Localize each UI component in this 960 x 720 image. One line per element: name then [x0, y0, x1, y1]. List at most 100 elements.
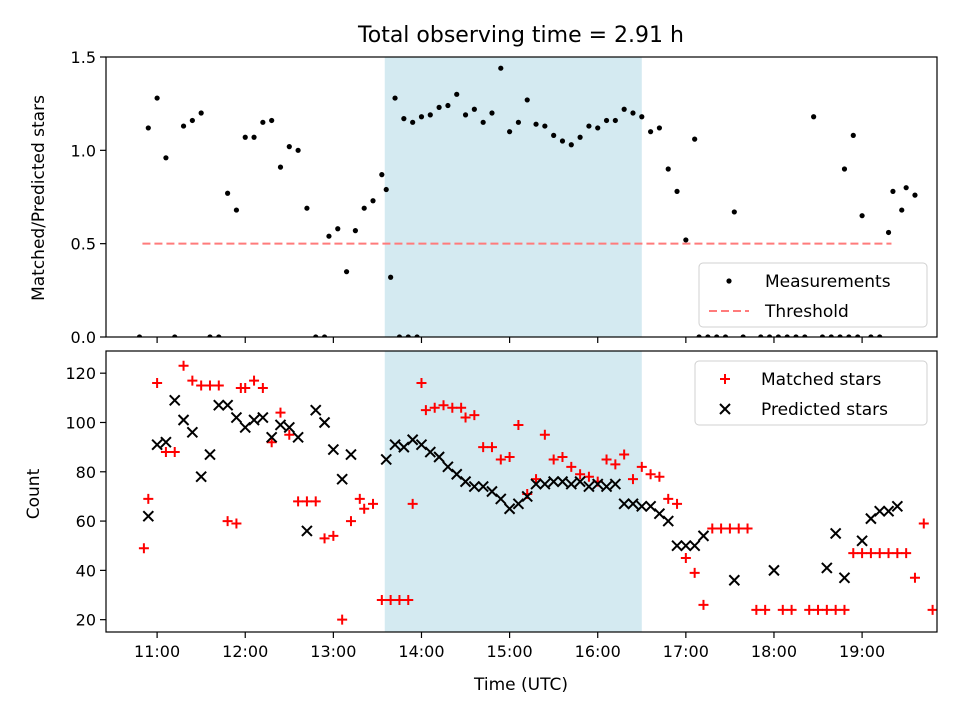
measurement-point: [198, 110, 204, 116]
matched-star-point: [909, 572, 920, 583]
matched-star-point: [319, 533, 330, 544]
matched-star-point: [654, 471, 665, 482]
measurement-point: [766, 334, 773, 337]
matched-star-point: [945, 605, 955, 615]
measurement-point: [533, 121, 539, 127]
predicted-star-point: [653, 507, 666, 520]
measurement-point: [859, 213, 865, 219]
y-tick-label: 0.5: [71, 235, 96, 254]
x-tick-label: 19:00: [839, 642, 885, 661]
axes-frame: [105, 350, 938, 633]
predicted-star-point: [248, 414, 260, 426]
measurement-point: [410, 119, 416, 125]
measurement-point: [793, 334, 799, 337]
matched-star-point: [689, 567, 700, 578]
predicted-star-point: [556, 475, 569, 488]
x-tick-label: 11:00: [134, 642, 180, 661]
matched-star-point: [513, 419, 524, 430]
y-tick-label: 1.5: [71, 48, 96, 67]
predicted-star-point: [829, 527, 842, 540]
predicted-star-point: [221, 399, 234, 411]
predicted-star-point: [169, 394, 181, 407]
matched-star-point: [751, 604, 762, 615]
measurement-point: [136, 334, 143, 337]
matched-star-point: [636, 461, 647, 472]
measurement-point: [674, 188, 680, 194]
measurement-point: [383, 186, 389, 193]
measurement-point: [868, 334, 874, 337]
matched-star-point: [495, 454, 506, 465]
predicted-star-point: [486, 485, 498, 498]
predicted-star-point: [547, 475, 560, 488]
matched-star-point: [196, 380, 207, 391]
measurement-point: [696, 334, 702, 337]
measurement-point: [277, 164, 284, 170]
predicted-star-point: [636, 500, 648, 512]
predicted-star-point: [230, 411, 243, 424]
measurement-point: [154, 95, 160, 101]
measurement-point: [326, 233, 332, 239]
predicted-star-point: [609, 478, 622, 490]
measurement-point: [180, 123, 187, 129]
legend-entry: Measurements: [765, 272, 891, 292]
predicted-star-point: [442, 461, 454, 473]
predicted-star-point: [389, 438, 401, 451]
measurement-point: [396, 334, 403, 337]
predicted-star-point: [618, 498, 630, 510]
matched-star-point: [874, 548, 885, 559]
matched-star-point: [848, 548, 859, 559]
measurement-point: [612, 117, 618, 124]
matched-star-point: [950, 592, 960, 602]
matched-star-point: [724, 523, 735, 534]
predicted-star-point: [459, 475, 472, 488]
predicted-star-point: [310, 404, 322, 416]
measurement-point: [471, 106, 477, 112]
matched-star-point: [504, 451, 515, 462]
measurement-point: [269, 117, 275, 124]
predicted-star-point: [406, 434, 419, 446]
x-tick-label: 15:00: [487, 642, 533, 661]
measurement-point: [586, 123, 592, 129]
predicted-star-point: [327, 443, 340, 456]
y-tick-label: 20: [76, 611, 96, 630]
measurement-point: [335, 226, 341, 232]
matched-star-point: [447, 402, 458, 413]
measurement-point: [445, 102, 451, 109]
predicted-star-point: [728, 574, 741, 586]
matched-star-point: [376, 594, 387, 605]
predicted-star-point: [874, 505, 886, 517]
predicted-star-point: [424, 446, 437, 458]
x-tick-label: 13:00: [310, 642, 356, 661]
measurement-point: [295, 147, 301, 153]
matched-star-point: [927, 604, 937, 615]
measurement-point: [401, 116, 407, 122]
measurement-point: [877, 334, 883, 337]
matched-star-point: [865, 548, 876, 559]
matched-star-point: [240, 382, 251, 393]
predicted-star-point: [821, 562, 833, 574]
matched-star-point: [601, 454, 612, 465]
measurement-point: [603, 117, 610, 124]
matched-star-point: [742, 523, 753, 534]
matched-star-point: [830, 604, 841, 615]
matched-star-point: [557, 451, 568, 462]
predicted-star-point: [583, 480, 595, 493]
measurement-point: [304, 205, 310, 211]
measurement-point: [577, 134, 583, 140]
legend: Matched stars Predicted stars: [694, 360, 928, 426]
matched-star-point: [249, 375, 260, 386]
matched-star-point: [619, 449, 630, 460]
predicted-star-point: [274, 419, 287, 431]
predicted-star-point: [539, 478, 551, 490]
measurement-point: [692, 136, 698, 142]
highlight-span: [384, 351, 642, 632]
matched-star-point: [354, 493, 365, 504]
measurement-point: [189, 117, 195, 124]
measurement-point: [722, 334, 729, 337]
measurement-point: [740, 334, 746, 337]
predicted-star-point: [592, 478, 604, 490]
matched-star-point: [187, 375, 198, 386]
bottom-y-axis-label: Count: [24, 468, 44, 519]
x-tick-label: 18:00: [751, 642, 797, 661]
